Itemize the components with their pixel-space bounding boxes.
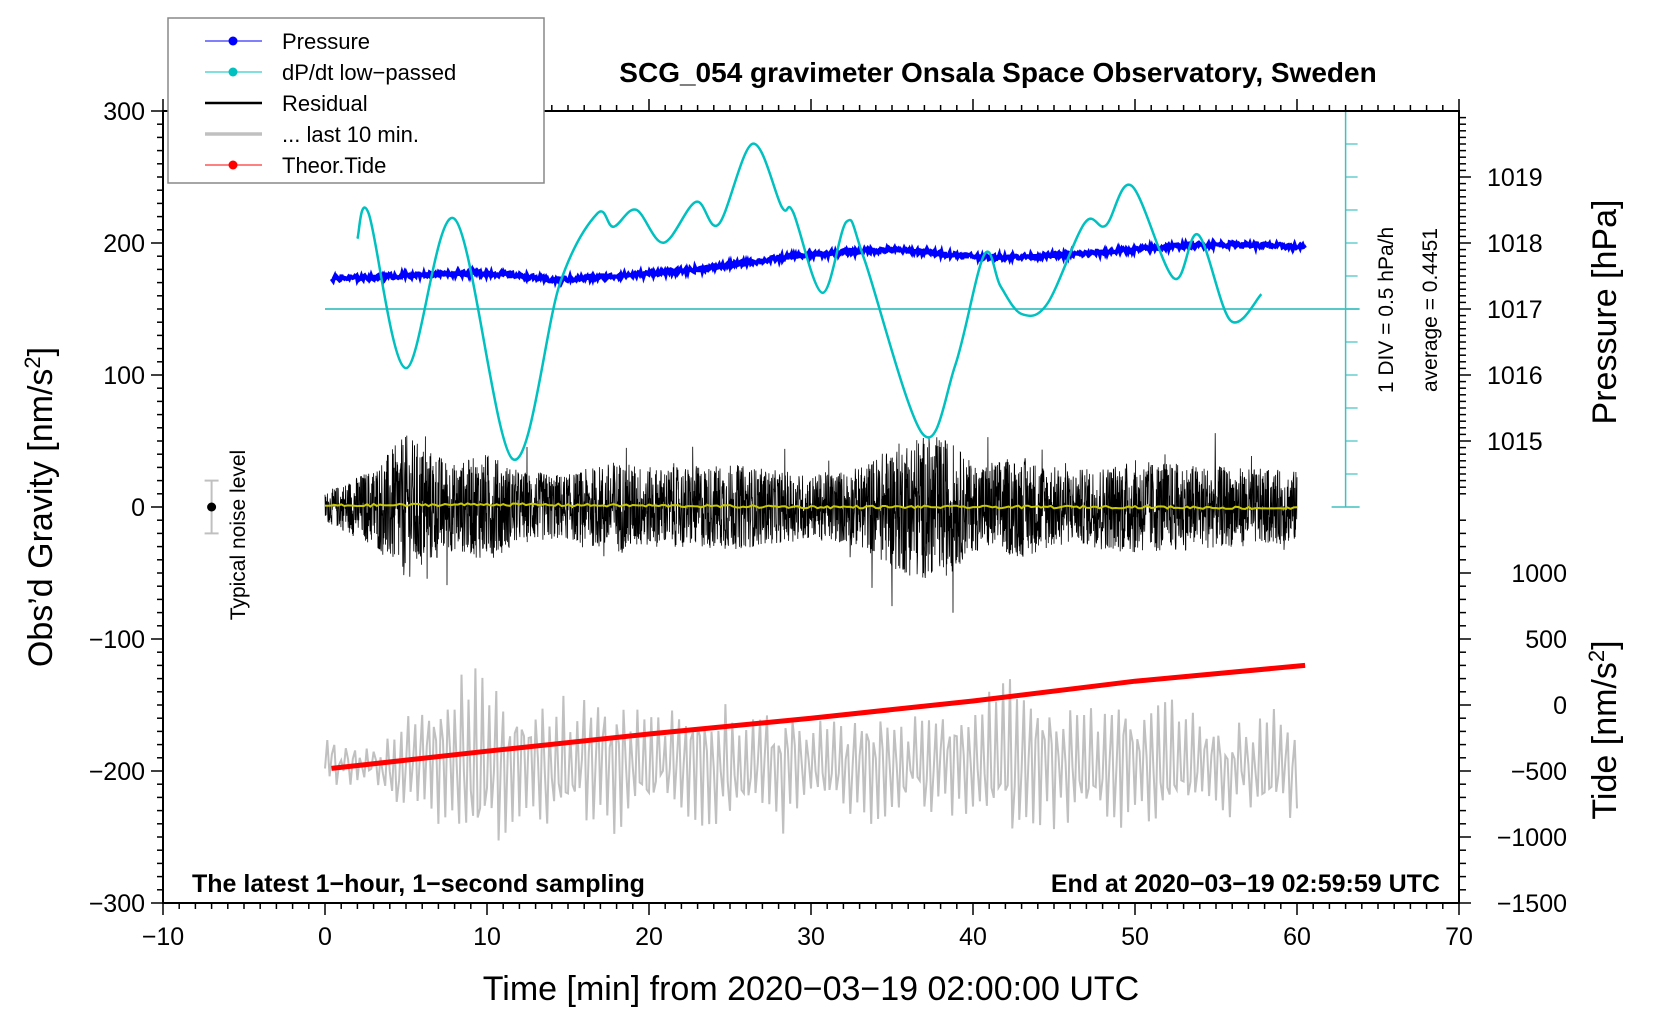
tide-series-line: [331, 662, 1306, 771]
x-tick-label: −10: [142, 923, 184, 951]
y-axis-tide-title: Tide [nm/s2]: [1584, 640, 1624, 819]
y-axis-tide-title-sup: 2: [1584, 650, 1609, 662]
legend-swatch-marker: [228, 67, 238, 77]
y-left-tick-label: −200: [89, 758, 145, 786]
y-left-tick-label: −100: [89, 626, 145, 654]
y-axis-left-title-end: ]: [22, 347, 60, 356]
legend-swatch-marker: [228, 160, 238, 170]
chart-title: SCG_054 gravimeter Onsala Space Observat…: [619, 57, 1376, 88]
x-tick-label: 0: [318, 923, 332, 951]
x-tick-label: 20: [635, 923, 663, 951]
y-axis-tide-title-end: ]: [1586, 640, 1624, 649]
dpdt-div-label: 1 DIV = 0.5 hPa/h: [1375, 227, 1398, 393]
x-tick-label: 70: [1445, 923, 1473, 951]
pressure-tick-label: 1018: [1487, 230, 1543, 258]
legend-entries: Pressure dP/dt low−passed Residual ... last…: [205, 29, 456, 178]
x-axis-title: Time [min] from 2020−03−19 02:00:00 UTC: [483, 970, 1139, 1008]
pressure-tick-label: 1017: [1487, 296, 1543, 324]
x-tick-label: 40: [959, 923, 987, 951]
last-10-min-series-line: [324, 668, 1298, 841]
noise-point: [207, 502, 217, 512]
end-time-annotation: End at 2020−03−19 02:59:59 UTC: [1051, 870, 1440, 898]
residual-smoothed-line: [324, 502, 1298, 511]
y-axis-left-title-sup: 2: [20, 356, 45, 368]
y-axis-pressure-title: Pressure [hPa]: [1586, 200, 1624, 425]
tide-tick-label: 1000: [1511, 560, 1567, 588]
legend-swatch-marker: [228, 36, 238, 46]
tide-tick-label: −1000: [1497, 824, 1567, 852]
dpdt-series-line: [356, 142, 1263, 461]
residual-series-line: [324, 433, 1298, 613]
x-tick-label: 60: [1283, 923, 1311, 951]
x-tick-label: 50: [1121, 923, 1149, 951]
y-axis-left-title-main: Obs’d Gravity [nm/s: [22, 369, 60, 668]
y-left-tick-label: 100: [103, 362, 145, 390]
y-left-tick-label: 300: [103, 98, 145, 126]
sampling-annotation: The latest 1−hour, 1−second sampling: [192, 870, 645, 898]
pressure-series-line: [329, 236, 1307, 289]
y-left-tick-label: 0: [131, 494, 145, 522]
ticks-layer: −10 0 10 20 30 40 50 60 70−300−200−1000100200300…: [89, 98, 1567, 951]
noise-level-label: Typical noise level: [227, 450, 250, 620]
legend-label: dP/dt low−passed: [282, 60, 456, 85]
legend-label: Pressure: [282, 29, 370, 54]
tide-tick-label: −500: [1511, 758, 1567, 786]
series-layer: [204, 110, 1360, 841]
dpdt-average-label: average = 0.4451: [1419, 228, 1442, 392]
legend-label: Residual: [282, 91, 368, 116]
x-tick-label: 30: [797, 923, 825, 951]
y-axis-tide-title-main: Tide [nm/s: [1586, 662, 1624, 819]
tide-tick-label: 0: [1553, 692, 1567, 720]
y-axis-left-title: Obs’d Gravity [nm/s2]: [20, 347, 60, 667]
pressure-tick-label: 1016: [1487, 362, 1543, 390]
y-left-tick-label: −300: [89, 890, 145, 918]
legend-label: Theor.Tide: [282, 153, 386, 178]
legend-box: [167, 17, 545, 184]
x-tick-label: 10: [473, 923, 501, 951]
legend: Pressure dP/dt low−passed Residual ... last…: [167, 17, 545, 184]
pressure-tick-label: 1015: [1487, 428, 1543, 456]
y-left-tick-label: 200: [103, 230, 145, 258]
tide-tick-label: −1500: [1497, 890, 1567, 918]
legend-label: ... last 10 min.: [282, 122, 419, 147]
tide-tick-label: 500: [1525, 626, 1567, 654]
pressure-tick-label: 1019: [1487, 164, 1543, 192]
